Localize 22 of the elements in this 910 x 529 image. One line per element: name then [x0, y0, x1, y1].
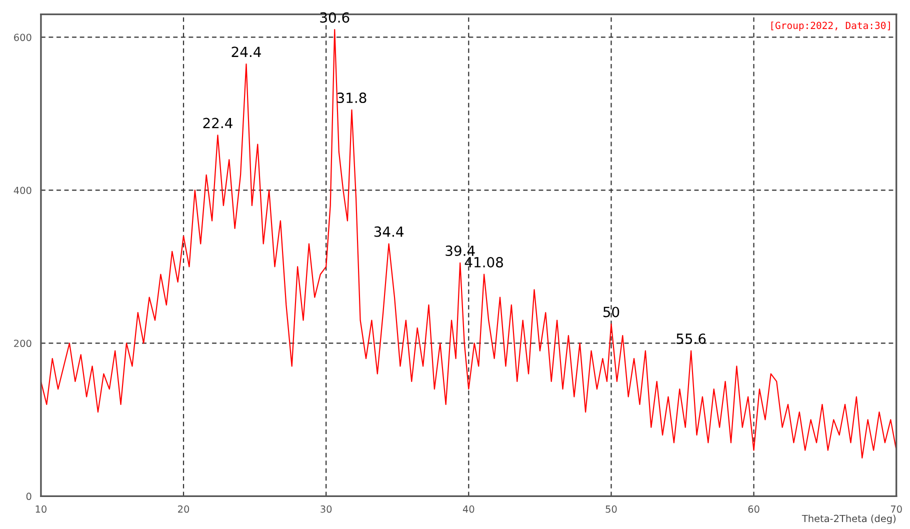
y-tick-label: 0 — [26, 492, 32, 500]
x-tick-label: 10 — [36, 505, 46, 513]
annotation: 34.4 — [374, 226, 404, 237]
annotation: 50 — [603, 306, 620, 318]
annotation: 22.4 — [203, 118, 232, 128]
line-series — [40, 29, 896, 459]
x-tick-label: 60 — [748, 505, 760, 513]
x-tick-label: 70 — [890, 505, 902, 513]
annotation: 30.6 — [320, 12, 350, 23]
y-tick-label: 200 — [14, 340, 32, 348]
annotation: 24.4 — [232, 46, 261, 57]
annotation: [Group:2022, Data:30] — [771, 22, 890, 31]
y-tick-label: 600 — [14, 34, 32, 42]
x-tick-label: 50 — [606, 505, 617, 513]
y-tick-label: 400 — [14, 186, 32, 194]
annotation: 41.08 — [464, 257, 503, 268]
x-tick-label: 20 — [178, 505, 190, 513]
x-tick-label: 30 — [320, 505, 332, 513]
annotation: 55.6 — [676, 334, 706, 344]
x-tick-label: 40 — [462, 505, 474, 513]
x-axis-title: Theta-2Theta (deg) — [802, 514, 896, 524]
annotation: 39.4 — [446, 246, 475, 256]
